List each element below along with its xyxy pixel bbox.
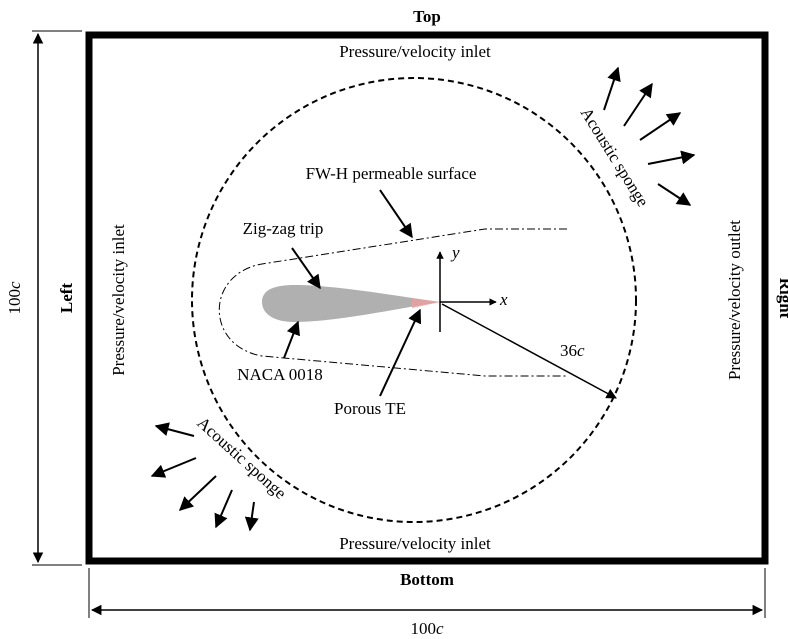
sponge-arrow: [154, 422, 195, 437]
sponge-arrow: [244, 501, 259, 532]
sponge-arrow: [214, 489, 233, 529]
label-right: Right: [776, 278, 788, 319]
porous-te-pointer: [379, 308, 422, 397]
sponge-upper-label: Acoustic sponge: [577, 104, 653, 210]
label-top: Top: [413, 7, 441, 26]
sponge-upper-arrows: [603, 66, 696, 206]
radius-arrow: [441, 303, 617, 399]
label-bottom: Bottom: [400, 570, 454, 589]
domain-boundary: [85, 31, 769, 565]
sponge-lower-arrows: [150, 422, 259, 532]
sponge-arrow: [623, 82, 653, 127]
sponge-lower-label: Acoustic sponge: [193, 413, 290, 503]
fwh-surface-label: FW-H permeable surface: [306, 164, 477, 183]
airfoil-label: NACA 0018: [237, 365, 322, 384]
porous-te-region: [412, 298, 440, 308]
width-label: 100c: [410, 619, 444, 638]
top-inlet-label: Pressure/velocity inlet: [339, 42, 491, 61]
fwh-pointer: [379, 189, 413, 239]
left-inlet-label: Pressure/velocity inlet: [109, 224, 128, 376]
radius-label: 36c: [560, 341, 585, 360]
sponge-arrow: [639, 112, 682, 141]
height-label: 100c: [5, 281, 24, 315]
sponge-arrow: [178, 475, 217, 511]
width-dimension: 100c: [88, 568, 766, 638]
naca-airfoil: [262, 285, 440, 322]
porous-te-label: Porous TE: [334, 399, 406, 418]
right-outlet-label: Pressure/velocity outlet: [725, 220, 744, 380]
sponge-arrow: [603, 66, 621, 111]
sponge-arrow: [657, 183, 692, 206]
height-dimension: 100c: [5, 30, 82, 566]
fwh-surface: [218, 228, 567, 377]
sponge-circle: [191, 77, 637, 523]
y-axis-label: y: [450, 243, 460, 262]
sponge-arrow: [647, 150, 696, 165]
zigzag-trip-label: Zig-zag trip: [243, 219, 324, 238]
label-left: Left: [57, 283, 76, 314]
airfoil-pointer: [283, 320, 300, 359]
zigzag-pointer: [291, 247, 321, 290]
sponge-arrow: [150, 457, 197, 478]
x-axis-label: x: [499, 290, 508, 309]
bottom-inlet-label: Pressure/velocity inlet: [339, 534, 491, 553]
